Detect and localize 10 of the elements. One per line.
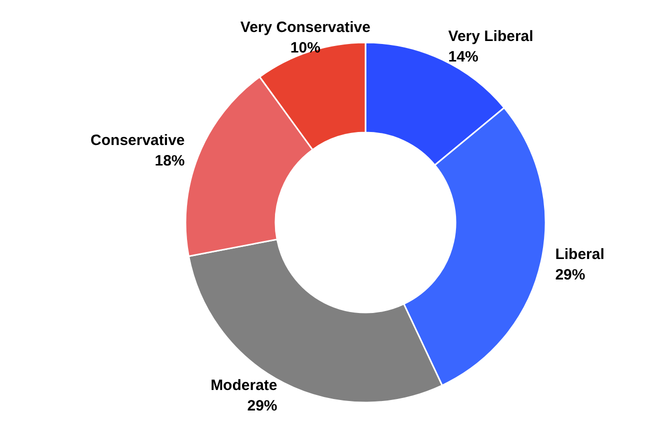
data-label: 14% (448, 48, 478, 66)
data-label: 29% (247, 397, 278, 414)
data-label: 29% (555, 266, 586, 284)
slice-label: Conservative (90, 132, 185, 150)
slice-label: Liberal (555, 246, 604, 264)
data-label: 10% (290, 39, 320, 56)
slice-label: Very Conservative (240, 18, 370, 36)
data-label: 18% (154, 152, 185, 170)
slice-label: Very Liberal (448, 28, 534, 45)
slice-label: Moderate (210, 377, 278, 394)
